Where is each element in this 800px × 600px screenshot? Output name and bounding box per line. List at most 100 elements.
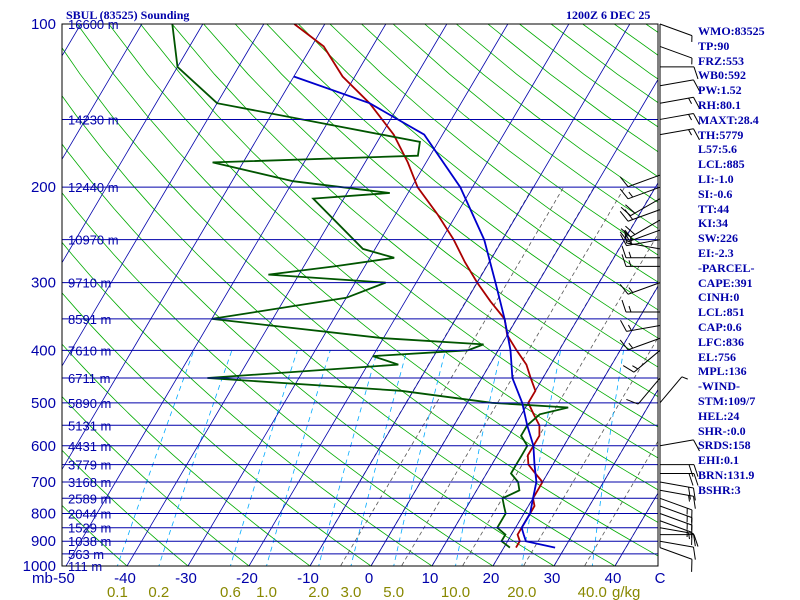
wind-barb	[659, 79, 700, 92]
wind-barb-flag	[692, 533, 696, 547]
index-line: EL:756	[698, 349, 737, 364]
wind-barb-flag	[693, 113, 700, 125]
dry-adiabat	[76, 24, 658, 523]
wind-barb-flag	[624, 233, 632, 245]
height-label: 8591 m	[68, 312, 111, 327]
wind-barb-shaft	[659, 505, 693, 519]
wind-barb-flag	[693, 79, 700, 92]
wind-barb-shaft	[659, 489, 694, 497]
isotherm	[126, 24, 448, 566]
wind-barb-flag	[693, 534, 699, 547]
wind-barb-half-flag	[628, 251, 632, 258]
wind-barb-shaft	[627, 337, 661, 351]
index-line: L57:5.6	[698, 142, 737, 157]
isotherm	[248, 24, 570, 566]
wind-barb	[660, 66, 699, 80]
index-line: CINH:0	[698, 290, 740, 305]
height-label: 1038 m	[68, 534, 111, 549]
wind-barb	[659, 540, 696, 560]
wind-barb-flag	[622, 365, 635, 373]
temperature-tick-label: -30	[175, 570, 197, 587]
height-label: 4431 m	[68, 439, 111, 454]
wind-barb-shaft	[627, 282, 661, 295]
mixing-ratio-line	[393, 350, 446, 566]
wind-barb	[620, 219, 661, 238]
temperature-tick-label: -10	[297, 570, 319, 587]
index-line: SHR-:0.0	[698, 423, 746, 438]
wind-barb-half-flag	[628, 260, 632, 267]
dry-adiabat	[266, 24, 658, 339]
wind-barb	[659, 481, 696, 501]
wind-barb-shaft	[637, 377, 661, 405]
index-line: EI:-2.3	[698, 245, 734, 260]
dry-adiabat	[62, 192, 494, 566]
isotherm	[62, 24, 204, 264]
wind-barb	[621, 254, 660, 267]
wind-barb-half-flag	[628, 342, 634, 349]
wind-barb-shaft	[659, 79, 694, 87]
wind-barb-flag	[692, 487, 696, 501]
dry-adiabat	[62, 95, 616, 566]
isotherm	[62, 24, 326, 471]
wind-barb-shaft	[630, 219, 661, 238]
dry-adiabat	[62, 396, 250, 566]
wind-barb	[660, 464, 699, 477]
wind-barb-half-flag	[688, 129, 693, 136]
dry-adiabat	[298, 24, 658, 311]
isotherm	[65, 24, 387, 566]
height-label: 111 m	[68, 559, 102, 574]
wind-barb-flag	[620, 228, 631, 238]
temperature-tick-label: 0	[365, 570, 373, 587]
isotherm	[370, 78, 658, 566]
pressure-tick-label: 700	[31, 474, 56, 491]
moist-adiabat	[523, 336, 658, 566]
index-line: -PARCEL-	[698, 260, 755, 275]
height-label: 3779 m	[68, 458, 111, 473]
isotherm	[553, 388, 658, 566]
height-label: 563 m	[68, 547, 104, 562]
height-label: 10970 m	[68, 233, 119, 248]
wind-barb-shaft	[659, 23, 693, 37]
moist-adiabat	[401, 186, 626, 566]
index-line: SW:226	[698, 231, 739, 246]
index-line: TP:90	[698, 38, 730, 53]
dry-adiabat	[203, 24, 658, 398]
height-label: 9710 m	[68, 276, 111, 291]
wind-barb-shaft	[627, 229, 661, 243]
wind-barb-shaft	[659, 439, 694, 447]
index-line: SRDS:158	[698, 438, 751, 453]
wind-barb-flag	[620, 206, 631, 217]
temperature-tick-label: -50	[53, 570, 75, 587]
wind-barb-flag	[688, 464, 694, 477]
index-line: BSHR:3	[698, 482, 741, 497]
pressure-tick-label: 200	[31, 179, 56, 196]
wind-barb	[659, 439, 700, 452]
mixing-ratio-line	[266, 350, 331, 566]
wind-barb	[659, 376, 688, 404]
wind-barb-shaft	[659, 481, 694, 489]
mixing-ratio-label: 2.0	[308, 584, 329, 600]
index-line: WMO:83525	[698, 24, 765, 38]
pressure-tick-label: 500	[31, 395, 56, 412]
dry-adiabat	[62, 504, 128, 566]
wind-barb-shaft	[627, 174, 661, 188]
pressure-tick-label: 600	[31, 438, 56, 455]
isotherm	[309, 24, 631, 566]
wind-barb	[659, 96, 700, 109]
wind-barb-half-flag	[632, 365, 639, 370]
pressure-tick-label: 800	[31, 505, 56, 522]
wind-barb-flag	[621, 299, 627, 313]
pressure-tick-label: 900	[31, 533, 56, 550]
isotherm	[62, 24, 143, 161]
height-label: 1529 m	[68, 521, 111, 536]
mixing-ratio-label: 0.6	[220, 584, 241, 600]
index-line: EHI:0.1	[698, 453, 740, 468]
wind-barb-flag	[619, 284, 629, 295]
chart-title: SBUL (83525) Sounding	[66, 8, 190, 22]
parcel-profile	[293, 75, 556, 549]
wind-barb-flag	[620, 320, 627, 332]
height-label: 16600 m	[68, 17, 119, 32]
index-line: SI:-0.6	[698, 186, 733, 201]
mixing-ratio-line	[318, 350, 378, 566]
